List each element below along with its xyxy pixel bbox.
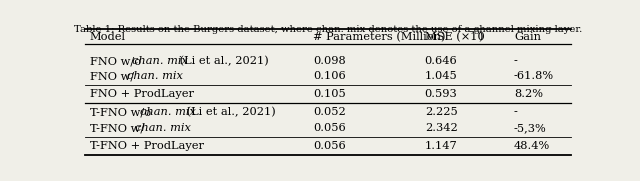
Text: 0.056: 0.056	[313, 141, 346, 151]
Text: chan. mix: chan. mix	[127, 71, 183, 81]
Text: 1.147: 1.147	[425, 141, 458, 151]
Text: −3: −3	[468, 28, 480, 36]
Text: -: -	[514, 107, 518, 117]
Text: FNO + ProdLayer: FNO + ProdLayer	[90, 89, 194, 100]
Text: FNO w/o: FNO w/o	[90, 56, 145, 66]
Text: FNO w/: FNO w/	[90, 71, 138, 81]
Text: (Li et al., 2021): (Li et al., 2021)	[184, 107, 276, 117]
Text: 1.045: 1.045	[425, 71, 458, 81]
Text: ): )	[478, 32, 483, 43]
Text: 8.2%: 8.2%	[514, 89, 543, 100]
Text: 0.098: 0.098	[313, 56, 346, 66]
Text: T-FNO w/o: T-FNO w/o	[90, 107, 155, 117]
Text: 0.593: 0.593	[425, 89, 458, 100]
Text: -: -	[514, 56, 518, 66]
Text: chan. mix: chan. mix	[132, 56, 188, 66]
Text: MSE (×10: MSE (×10	[425, 32, 484, 43]
Text: Table 1: Results on the Burgers dataset, where chan. mix denotes the use of a ch: Table 1: Results on the Burgers dataset,…	[74, 25, 582, 34]
Text: 2.342: 2.342	[425, 123, 458, 133]
Text: 0.646: 0.646	[425, 56, 458, 66]
Text: (Li et al., 2021): (Li et al., 2021)	[175, 56, 268, 66]
Text: Gain: Gain	[514, 32, 541, 42]
Text: 0.106: 0.106	[313, 71, 346, 81]
Text: T-FNO + ProdLayer: T-FNO + ProdLayer	[90, 141, 204, 151]
Text: Model: Model	[90, 32, 126, 42]
Text: chan. mix: chan. mix	[135, 123, 191, 133]
Text: 0.105: 0.105	[313, 89, 346, 100]
Text: 0.056: 0.056	[313, 123, 346, 133]
Text: 0.052: 0.052	[313, 107, 346, 117]
Text: 2.225: 2.225	[425, 107, 458, 117]
Text: -61.8%: -61.8%	[514, 71, 554, 81]
Text: chan. mix: chan. mix	[140, 107, 196, 117]
Text: 48.4%: 48.4%	[514, 141, 550, 151]
Text: # Parameters (Million): # Parameters (Million)	[313, 32, 445, 43]
Text: T-FNO w/: T-FNO w/	[90, 123, 148, 133]
Text: -5,3%: -5,3%	[514, 123, 547, 133]
